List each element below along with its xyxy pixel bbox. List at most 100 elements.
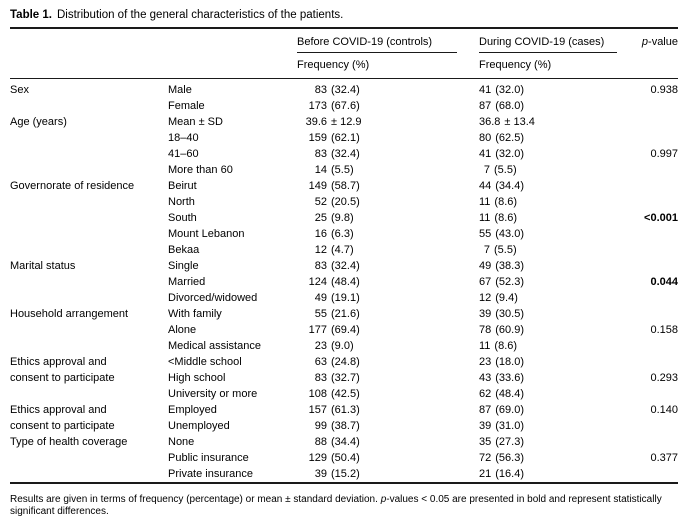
category-cell: Household arrangement [10,306,168,322]
category-cell: Ethics approval and [10,402,168,418]
table-row: North 52 (20.5) 11 (8.6) [10,194,678,210]
subcategory-label: <Middle school [168,356,242,368]
frequency-count: 99 [314,420,327,432]
table-row: Sex Male 83 (32.4) 41 (32.0) 0.938 [10,82,678,98]
table-row: Marital status Single 83 (32.4) 49 (38.3) [10,258,678,274]
frequency-percent: (8.6) [494,212,518,224]
bottom-rule [10,482,678,484]
p-value: <0.001 [644,212,678,224]
frequency-percent: ± 13.4 [504,116,535,128]
subcategory-cell: High school [168,370,297,386]
category-cell [10,322,168,338]
p-value-cell [637,226,678,242]
before-covid-frequency-cell: 83 (32.4) [297,258,479,274]
frequency-percent: (32.0) [495,148,524,160]
subcategory-cell: Female [168,98,297,114]
category-label: Ethics approval and [10,404,107,416]
frequency-count: 108 [308,388,327,400]
during-covid-frequency-cell: 41 (32.0) [479,82,637,98]
table-row: Public insurance 129 (50.4) 72 (56.3) 0.377 [10,450,678,466]
during-covid-frequency-cell: 12 (9.4) [479,290,637,306]
category-label: Sex [10,84,29,96]
subcategory-cell: More than 60 [168,162,297,178]
subcategory-label: University or more [168,388,258,400]
subcategory-cell: <Middle school [168,354,297,370]
p-value-header-rest: -value [648,36,678,48]
frequency-percent: (32.4) [331,260,360,272]
table-row: More than 60 14 (5.5) 7 (5.5) [10,162,678,178]
p-value-cell: 0.158 [637,322,678,338]
category-cell [10,146,168,162]
subcategory-label: Alone [168,324,197,336]
category-label: Age (years) [10,116,67,128]
during-covid-frequency-cell: 39 (31.0) [479,418,637,434]
subcategory-label: Female [168,100,205,112]
during-covid-frequency-cell: 11 (8.6) [479,338,637,354]
frequency-percent: (16.4) [495,468,524,480]
frequency-count: 83 [314,372,327,384]
category-cell: Ethics approval and [10,354,168,370]
subcategory-label: Married [168,276,206,288]
frequency-percent: (50.4) [331,452,360,464]
header-divider-rule [10,78,678,79]
subcategory-cell: Medical assistance [168,338,297,354]
frequency-count: 44 [479,180,492,192]
during-covid-frequency-cell: 7 (5.5) [479,162,637,178]
before-covid-frequency-cell: 83 (32.4) [297,82,479,98]
during-covid-frequency-cell: 36.8 ± 13.4 [479,114,637,130]
frequency-count: 87 [479,100,492,112]
before-covid-frequency-cell: 83 (32.7) [297,370,479,386]
frequency-count: 62 [479,388,492,400]
p-value-cell [637,386,678,402]
category-cell: Governorate of residence [10,178,168,194]
frequency-percent: (33.6) [495,372,524,384]
subcategory-label: Single [168,260,199,272]
before-covid-frequency-cell: 12 (4.7) [297,242,479,258]
column-group-header-row: Before COVID-19 (controls) During COVID-… [10,29,678,53]
frequency-percent: (32.0) [495,84,524,96]
frequency-percent: (60.9) [495,324,524,336]
frequency-count: 21 [479,468,492,480]
frequency-count: 23 [479,356,492,368]
table-row: Alone 177 (69.4) 78 (60.9) 0.158 [10,322,678,338]
category-cell: consent to participate [10,370,168,386]
frequency-percent: (15.2) [331,468,360,480]
frequency-count: 35 [479,436,492,448]
before-covid-frequency-cell: 129 (50.4) [297,450,479,466]
during-covid-frequency-cell: 49 (38.3) [479,258,637,274]
before-covid-frequency-cell: 108 (42.5) [297,386,479,402]
subcategory-cell: Beirut [168,178,297,194]
p-value-cell [637,162,678,178]
frequency-percent: (24.8) [331,356,360,368]
before-covid-frequency-cell: 39 (15.2) [297,466,479,482]
category-cell [10,162,168,178]
table-row: Type of health coverage None 88 (34.4) 35 (27… [10,434,678,450]
before-covid-frequency-cell: 39.6 ± 12.9 [297,114,479,130]
during-covid-frequency-cell: 41 (32.0) [479,146,637,162]
subcategory-label: Beirut [168,180,197,192]
table-row: University or more 108 (42.5) 62 (48.4) [10,386,678,402]
subcategory-label: Medical assistance [168,340,261,352]
before-covid-frequency-cell: 157 (61.3) [297,402,479,418]
before-covid-frequency-cell: 23 (9.0) [297,338,479,354]
p-value-cell [637,338,678,354]
frequency-percent: ± 12.9 [331,116,362,128]
during-covid-frequency-cell: 78 (60.9) [479,322,637,338]
category-label: Household arrangement [10,308,129,320]
empty-header-cell [168,36,297,53]
category-cell [10,98,168,114]
frequency-percent: (20.5) [331,196,360,208]
frequency-percent: (67.6) [331,100,360,112]
category-label: consent to participate [10,372,115,384]
frequency-percent: (42.5) [331,388,360,400]
subcategory-label: Employed [168,404,217,416]
category-cell [10,130,168,146]
during-covid-group-header: During COVID-19 (cases) [479,36,637,53]
p-value-header-italic: p [641,36,649,48]
before-covid-frequency-cell: 99 (38.7) [297,418,479,434]
before-covid-frequency-cell: 177 (69.4) [297,322,479,338]
during-covid-frequency-cell: 44 (34.4) [479,178,637,194]
frequency-count: 157 [308,404,327,416]
table-row: Married 124 (48.4) 67 (52.3) 0.044 [10,274,678,290]
p-value-cell [637,258,678,274]
